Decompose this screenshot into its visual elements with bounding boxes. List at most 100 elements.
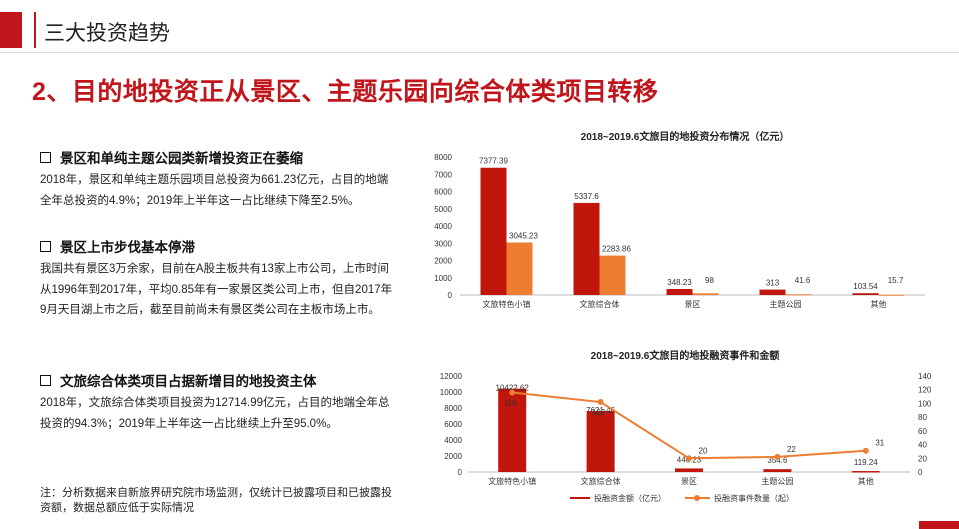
x-tick-label: 主题公园 bbox=[761, 476, 793, 486]
bar-1-0 bbox=[573, 202, 600, 295]
y2-tick-label: 80 bbox=[918, 413, 927, 422]
y2-tick-label: 120 bbox=[918, 386, 932, 395]
line-point-3 bbox=[774, 453, 781, 460]
y-tick-label: 4000 bbox=[444, 436, 462, 445]
y-tick-label: 2000 bbox=[434, 257, 452, 266]
bar-value-label: 7621.46 bbox=[586, 406, 615, 415]
checkbox-bullet-icon bbox=[40, 240, 51, 252]
y-tick-label: 0 bbox=[448, 291, 453, 300]
x-tick-label: 其他 bbox=[871, 299, 887, 309]
line-value-label: 31 bbox=[875, 439, 884, 448]
bar-4-0 bbox=[852, 293, 879, 295]
y2-tick-label: 20 bbox=[918, 454, 927, 463]
data-source-note: 注：分析数据来自新旅界研究院市场监测，仅统计已披露项目和已披露投资额，数据总额应… bbox=[40, 487, 392, 514]
legend-line-label: 投融资事件数量（起） bbox=[714, 493, 794, 503]
y-tick-label: 8000 bbox=[444, 404, 462, 413]
y-tick-label: 7000 bbox=[434, 170, 452, 179]
chart1-title: 2018~2019.6文旅目的地投资分布情况（亿元） bbox=[580, 132, 790, 143]
bar-3-0 bbox=[759, 289, 786, 295]
line-point-0 bbox=[509, 389, 516, 396]
y2-tick-label: 0 bbox=[918, 468, 923, 477]
investment-distribution-chart: 0 1000 2000 3000 4000 5000 6000 7000 8000 7377.39… bbox=[434, 153, 925, 309]
line-point-4 bbox=[862, 447, 869, 454]
bar-2-0 bbox=[666, 288, 693, 295]
section-heading: 景区和单纯主题公园类新增投资正在萎缩 bbox=[60, 151, 303, 166]
y-tick-label: 12000 bbox=[440, 372, 463, 381]
checkbox-bullet-icon bbox=[40, 374, 51, 386]
x-tick-label: 主题公园 bbox=[770, 299, 802, 309]
section-body: 我国共有景区3万余家，目前在A股主板共有13家上市公司，上市时间从1996年到2… bbox=[40, 263, 393, 316]
data-label: 98 bbox=[705, 276, 714, 285]
x-tick-label: 景区 bbox=[681, 477, 697, 486]
header-accent-bar bbox=[0, 12, 22, 48]
footer-accent-bar bbox=[919, 521, 959, 529]
slide-title: 2、目的地投资正从景区、主题乐园向综合体类项目转移 bbox=[32, 78, 659, 106]
y-tick-label: 2000 bbox=[444, 452, 462, 461]
header-rule bbox=[0, 52, 959, 53]
section-heading: 景区上市步伐基本停滞 bbox=[60, 240, 195, 255]
data-label: 103.54 bbox=[853, 282, 878, 291]
chart2-title: 2018~2019.6文旅目的地投融资事件和金额 bbox=[590, 351, 780, 362]
x-tick-label: 文旅综合体 bbox=[581, 476, 621, 486]
y2-tick-label: 40 bbox=[918, 441, 927, 450]
section-body: 2018年，文旅综合体类项目投资为12714.99亿元，占目的地端全年总投资的9… bbox=[40, 397, 390, 430]
checkbox-bullet-icon bbox=[40, 151, 51, 163]
bar-4 bbox=[851, 471, 880, 473]
header-divider bbox=[34, 12, 36, 48]
y-tick-label: 8000 bbox=[434, 153, 452, 162]
line-series bbox=[512, 391, 866, 460]
y2-tick-label: 60 bbox=[918, 427, 927, 436]
line-value-label: 22 bbox=[787, 445, 796, 454]
y-tick-label: 6000 bbox=[434, 188, 452, 197]
line-value-label: 20 bbox=[699, 446, 708, 455]
bar-2 bbox=[675, 468, 703, 472]
x-tick-label: 文旅特色小镇 bbox=[488, 476, 536, 486]
data-label: 7377.39 bbox=[479, 157, 508, 166]
data-label: 15.7 bbox=[888, 276, 904, 285]
line-point-1 bbox=[597, 399, 604, 406]
y-tick-label: 5000 bbox=[434, 205, 452, 214]
line-point-2 bbox=[686, 455, 692, 462]
bar-0 bbox=[498, 388, 527, 472]
data-label: 313 bbox=[766, 279, 780, 288]
bar-1 bbox=[586, 411, 615, 472]
legend-bar-label: 投融资金额（亿元） bbox=[594, 493, 666, 503]
bar-value-label: 119.24 bbox=[854, 458, 878, 467]
x-tick-label: 文旅特色小镇 bbox=[483, 299, 531, 309]
section-body: 2018年，景区和单纯主题乐园项目总投资为661.23亿元，占目的地端全年总投资… bbox=[40, 174, 389, 207]
y2-tick-label: 140 bbox=[918, 372, 932, 381]
section-scenic-shrinking: 景区和单纯主题公园类新增投资正在萎缩 2018年，景区和单纯主题乐园项目总投资为… bbox=[40, 147, 398, 211]
bar-value-label: 354.6 bbox=[767, 456, 788, 465]
financing-events-chart: 0 2000 4000 6000 8000 10000 12000 0 20 40 60 80 100 1… bbox=[440, 372, 932, 503]
y-tick-label: 1000 bbox=[434, 274, 452, 283]
data-label: 2283.86 bbox=[602, 245, 631, 254]
y-tick-label: 3000 bbox=[434, 239, 452, 248]
line-value-label: 116 bbox=[504, 398, 517, 407]
bar-1-1 bbox=[599, 255, 626, 295]
bar-value-label: 10422.62 bbox=[496, 384, 530, 393]
data-label: 41.6 bbox=[795, 276, 811, 285]
bar-4-1 bbox=[878, 294, 905, 296]
data-label: 348.23 bbox=[667, 278, 692, 287]
data-label: 3045.23 bbox=[509, 231, 538, 240]
section-ipo-stalled: 景区上市步伐基本停滞 我国共有景区3万余家，目前在A股主板共有13家上市公司，上… bbox=[40, 236, 398, 321]
section-heading: 文旅综合体类项目占据新增目的地投资主体 bbox=[60, 374, 317, 389]
x-tick-label: 文旅综合体 bbox=[580, 299, 620, 309]
data-label: 5337.6 bbox=[574, 192, 599, 201]
y-tick-label: 10000 bbox=[440, 388, 463, 397]
y-tick-label: 0 bbox=[458, 468, 463, 477]
bar-0-0 bbox=[480, 167, 507, 295]
y-tick-label: 4000 bbox=[434, 222, 452, 231]
section-complex-dominant: 文旅综合体类项目占据新增目的地投资主体 2018年，文旅综合体类项目投资为127… bbox=[40, 370, 398, 434]
line-value-label: 102 bbox=[592, 408, 606, 417]
bar-3 bbox=[763, 469, 792, 472]
page-header-title: 三大投资趋势 bbox=[44, 22, 170, 45]
legend-line-marker bbox=[694, 495, 700, 501]
bar-2-1 bbox=[692, 293, 719, 295]
bar-3-1 bbox=[785, 294, 812, 296]
x-tick-label: 其他 bbox=[858, 476, 874, 486]
y-tick-label: 6000 bbox=[444, 420, 462, 429]
x-tick-label: 景区 bbox=[685, 300, 701, 309]
y2-tick-label: 100 bbox=[918, 399, 932, 408]
bar-0-1 bbox=[506, 242, 533, 295]
